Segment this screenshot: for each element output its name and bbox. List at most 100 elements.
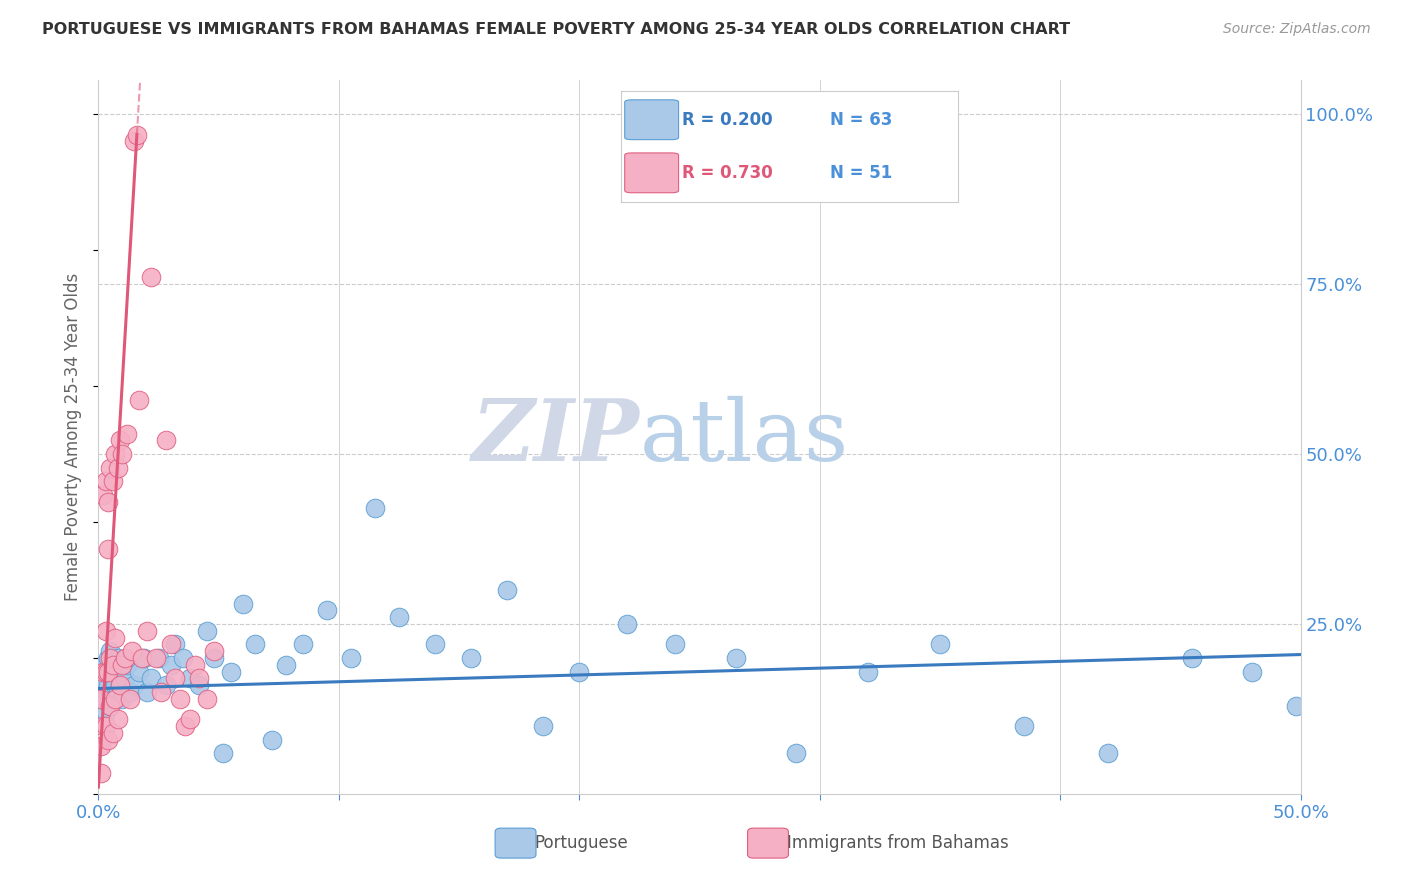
Point	[90, 691, 112, 706]
Point	[97, 665, 120, 679]
Point	[108, 678, 131, 692]
Point	[94, 665, 117, 679]
Point	[100, 651, 122, 665]
Point	[111, 657, 134, 672]
Point	[724, 651, 747, 665]
Point	[97, 732, 120, 747]
Point	[104, 447, 127, 461]
Point	[94, 706, 117, 720]
Point	[91, 488, 114, 502]
Point	[104, 631, 127, 645]
Point	[94, 475, 117, 489]
Point	[91, 691, 114, 706]
Point	[212, 746, 235, 760]
Point	[460, 651, 482, 665]
Point	[107, 685, 129, 699]
Point	[141, 671, 163, 685]
Point	[117, 657, 139, 672]
Point	[118, 685, 141, 699]
Point	[94, 624, 117, 638]
Point	[496, 582, 519, 597]
Point	[179, 671, 201, 685]
Point	[135, 685, 157, 699]
Point	[94, 665, 117, 679]
Point	[219, 665, 242, 679]
Point	[202, 644, 225, 658]
Point	[131, 651, 153, 665]
Point	[104, 691, 127, 706]
Point	[101, 671, 124, 685]
Point	[91, 665, 114, 679]
Point	[132, 651, 155, 665]
Point	[107, 712, 129, 726]
Point	[117, 426, 139, 441]
Point	[114, 651, 136, 665]
Point	[108, 678, 131, 692]
Point	[155, 434, 177, 448]
Point	[100, 698, 122, 713]
Point	[128, 392, 150, 407]
Point	[616, 617, 638, 632]
Point	[1285, 698, 1308, 713]
FancyBboxPatch shape	[748, 828, 789, 858]
Point	[101, 475, 124, 489]
Point	[928, 637, 950, 651]
Point	[128, 665, 150, 679]
Point	[340, 651, 363, 665]
Point	[107, 460, 129, 475]
Point	[97, 494, 120, 508]
Point	[188, 678, 211, 692]
Point	[101, 657, 124, 672]
Point	[172, 651, 194, 665]
Y-axis label: Female Poverty Among 25-34 Year Olds: Female Poverty Among 25-34 Year Olds	[65, 273, 83, 601]
Point	[243, 637, 266, 651]
Text: Source: ZipAtlas.com: Source: ZipAtlas.com	[1223, 22, 1371, 37]
Point	[155, 678, 177, 692]
Point	[94, 719, 117, 733]
Point	[100, 644, 122, 658]
Point	[165, 637, 187, 651]
Point	[188, 671, 211, 685]
Point	[124, 135, 146, 149]
Point	[97, 678, 120, 692]
FancyBboxPatch shape	[495, 828, 536, 858]
Point	[97, 542, 120, 557]
Point	[291, 637, 314, 651]
Point	[1241, 665, 1264, 679]
Point	[124, 678, 146, 692]
Point	[159, 637, 181, 651]
Text: ZIP: ZIP	[471, 395, 640, 479]
Point	[274, 657, 297, 672]
Point	[125, 128, 148, 142]
Point	[118, 691, 141, 706]
Point	[1097, 746, 1119, 760]
Point	[104, 678, 127, 692]
Point	[97, 651, 120, 665]
Point	[785, 746, 807, 760]
Point	[423, 637, 446, 651]
Point	[107, 651, 129, 665]
Point	[149, 685, 172, 699]
Point	[121, 644, 143, 658]
Point	[195, 624, 218, 638]
Point	[664, 637, 686, 651]
Point	[90, 739, 112, 754]
Text: PORTUGUESE VS IMMIGRANTS FROM BAHAMAS FEMALE POVERTY AMONG 25-34 YEAR OLDS CORRE: PORTUGUESE VS IMMIGRANTS FROM BAHAMAS FE…	[42, 22, 1070, 37]
Point	[104, 691, 127, 706]
Point	[531, 719, 554, 733]
Point	[114, 671, 136, 685]
Point	[90, 671, 112, 685]
Point	[388, 610, 411, 624]
Point	[202, 651, 225, 665]
Point	[141, 270, 163, 285]
Point	[1012, 719, 1035, 733]
Text: Portuguese: Portuguese	[534, 834, 628, 852]
Point	[183, 657, 205, 672]
Point	[148, 651, 170, 665]
Point	[100, 685, 122, 699]
Point	[145, 651, 167, 665]
Point	[260, 732, 283, 747]
Point	[135, 624, 157, 638]
Point	[364, 501, 387, 516]
Point	[91, 719, 114, 733]
